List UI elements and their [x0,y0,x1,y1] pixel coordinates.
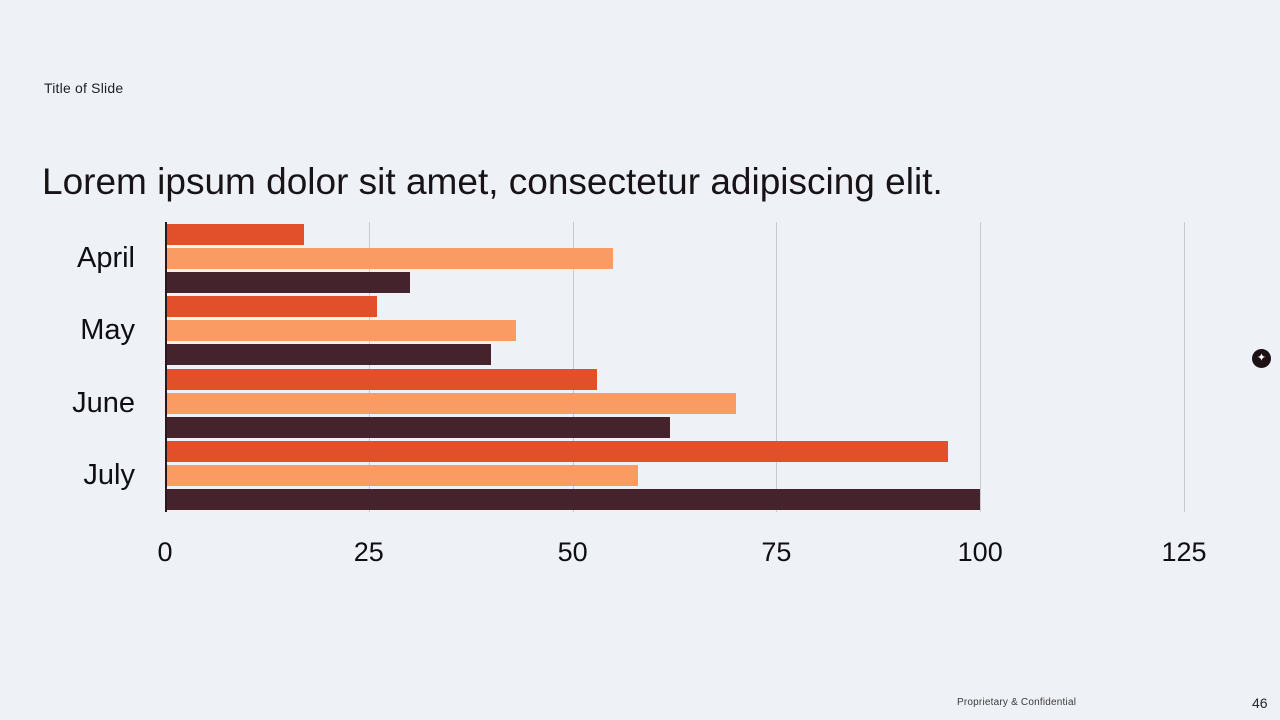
bar-chart: April May June July 0 25 50 75 100 125 [44,222,1264,572]
bar-april-series-1 [165,223,304,245]
x-tick-label-100: 100 [957,537,1003,567]
category-axis: April May June July [44,222,165,512]
gridline-75 [776,222,778,512]
bar-june-series-3 [165,416,671,438]
sparkle-watermark-icon: ✦ [1252,349,1271,368]
category-label-june: June [72,386,135,419]
bar-may-series-1 [165,296,377,318]
y-axis-line [165,222,167,512]
gridline-25 [368,222,370,512]
sparkle-glyph: ✦ [1256,352,1267,364]
category-label-april: April [76,241,135,274]
bar-group-may [165,295,1184,368]
category-label-july: July [83,459,135,492]
bar-july-series-1 [165,441,948,463]
x-axis: 0 25 50 75 100 125 [157,512,1206,572]
x-tick-label-0: 0 [157,537,173,567]
gridline-100 [980,222,982,512]
x-tick-label-25: 25 [353,537,384,567]
bar-april-series-3 [165,271,410,293]
plot-area [165,222,1185,513]
slide-heading: Lorem ipsum dolor sit amet, consectetur … [42,160,943,202]
bar-june-series-2 [165,392,736,414]
gridline-50 [572,222,574,512]
bar-july-series-3 [165,489,981,511]
footer-confidential-label: Proprietary & Confidential [957,697,1077,708]
x-tick-label-125: 125 [1161,537,1207,567]
gridline-125 [1184,222,1185,512]
x-tick-label-50: 50 [557,537,588,567]
bar-july-series-2 [165,465,638,487]
slide-eyebrow-title: Title of Slide [44,80,124,96]
bar-group-july [165,440,1184,513]
footer-page-number: 46 [1252,695,1268,711]
x-tick-label-75: 75 [761,537,792,567]
bar-june-series-1 [165,368,598,390]
bar-april-series-2 [165,247,614,269]
bar-group-june [165,367,1184,440]
bar-group-april [165,222,1184,295]
category-label-may: May [80,314,135,347]
bar-may-series-3 [165,344,492,366]
bar-may-series-2 [165,320,516,342]
